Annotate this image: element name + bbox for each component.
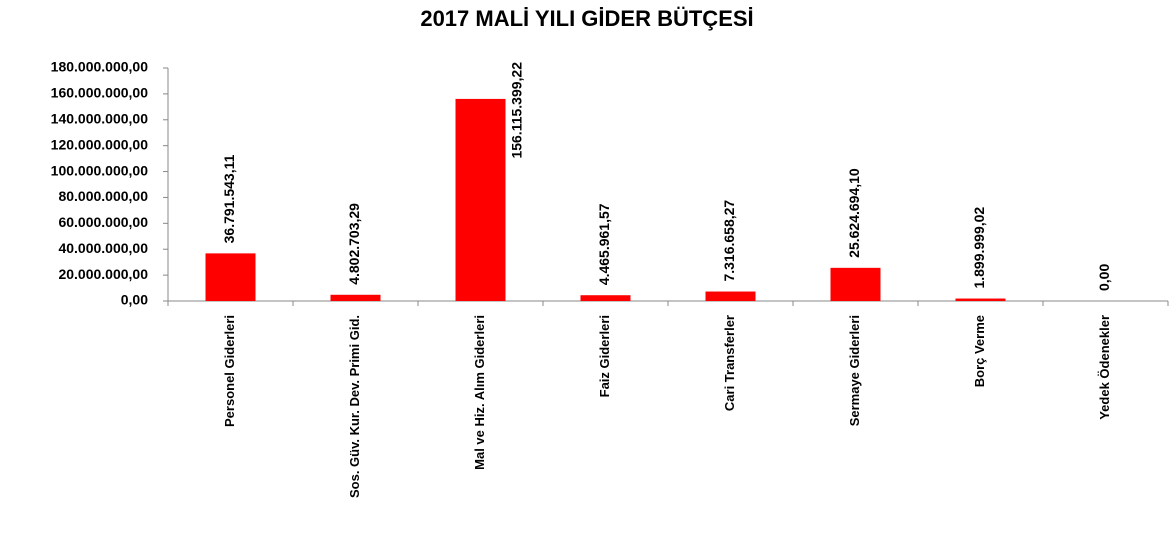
bar: [830, 267, 881, 301]
bar: [330, 294, 381, 301]
bar: [705, 291, 756, 301]
x-tick-label: Cari Transferler: [722, 315, 737, 411]
y-tick-label: 180.000.000,00: [51, 59, 149, 75]
y-tick-label: 40.000.000,00: [58, 240, 148, 256]
value-label: 36.791.543,11: [221, 154, 237, 243]
x-tick-label: Borç Verme: [972, 315, 987, 387]
y-tick-label: 100.000.000,00: [51, 162, 149, 178]
bar: [580, 295, 631, 301]
x-tick-label: Sermaye Giderleri: [847, 315, 862, 426]
value-label: 4.465.961,57: [596, 203, 612, 285]
x-tick-label: Yedek Ödenekler: [1097, 315, 1112, 420]
value-label: 4.802.703,29: [346, 203, 362, 285]
x-tick-label: Sos. Güv. Kur. Dev. Primi Gid.: [347, 315, 362, 498]
y-tick-label: 20.000.000,00: [58, 266, 148, 282]
x-tick-label: Personel Giderleri: [222, 315, 237, 427]
chart-title: 2017 MALİ YILI GİDER BÜTÇESİ: [420, 6, 753, 31]
value-label: 0,00: [1096, 264, 1112, 291]
x-tick-label: Faiz Giderleri: [597, 315, 612, 397]
value-label: 156.115.399,22: [509, 62, 525, 159]
value-label: 25.624.694,10: [846, 168, 862, 258]
value-label: 7.316.658,27: [721, 200, 737, 282]
bar: [205, 253, 256, 301]
y-tick-label: 160.000.000,00: [51, 85, 149, 101]
bar: [955, 298, 1006, 301]
bar: [455, 98, 506, 301]
y-tick-label: 80.000.000,00: [58, 188, 148, 204]
y-tick-label: 0,00: [121, 292, 148, 308]
y-tick-label: 120.000.000,00: [51, 136, 149, 152]
x-tick-label: Mal ve Hiz. Alım Giderleri: [472, 315, 487, 470]
y-tick-label: 140.000.000,00: [51, 110, 149, 126]
y-tick-label: 60.000.000,00: [58, 214, 148, 230]
value-label: 1.899.999,02: [971, 207, 987, 289]
